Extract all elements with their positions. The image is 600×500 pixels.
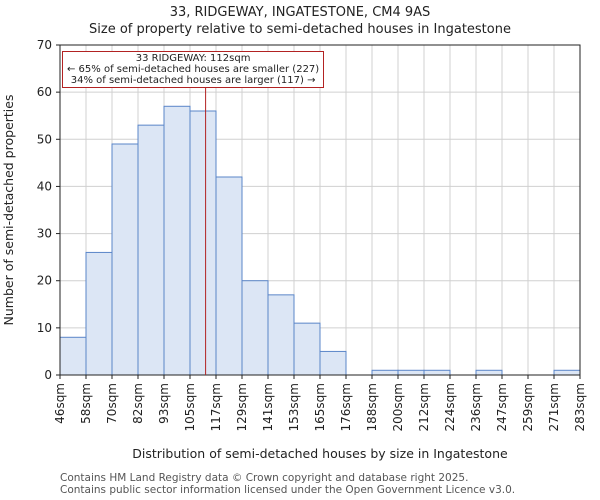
histogram-bar [397, 369, 425, 376]
x-tick-label: 141sqm [261, 383, 275, 431]
x-tick-label: 58sqm [79, 383, 93, 424]
y-tick-label: 30 [37, 227, 52, 241]
y-axis-label: Number of semi-detached properties [1, 95, 16, 326]
x-tick-label: 247sqm [495, 383, 509, 431]
histogram-bar [267, 294, 295, 376]
x-tick-label: 236sqm [469, 383, 483, 431]
histogram-bar [241, 280, 269, 376]
histogram-bar [293, 322, 321, 376]
footer-line-1: Contains HM Land Registry data © Crown c… [60, 472, 469, 484]
annotation-title: 33 RIDGEWAY: 112sqm [135, 53, 251, 64]
x-tick-label: 200sqm [391, 383, 405, 431]
histogram-bar [319, 350, 347, 376]
x-axis-label: Distribution of semi-detached houses by … [132, 446, 508, 461]
y-tick-label: 50 [37, 132, 52, 146]
histogram-bar [215, 176, 243, 376]
y-tick-label: 0 [44, 368, 52, 382]
x-tick-label: 82sqm [131, 383, 145, 424]
y-tick-label: 70 [37, 38, 52, 52]
x-tick-label: 153sqm [287, 383, 301, 431]
histogram-bar [85, 251, 113, 376]
x-tick-label: 105sqm [183, 383, 197, 431]
x-tick-label: 93sqm [157, 383, 171, 424]
histogram-bar [475, 369, 503, 376]
y-tick-label: 60 [37, 85, 52, 99]
x-tick-label: 176sqm [339, 383, 353, 431]
x-tick-label: 70sqm [105, 383, 119, 424]
histogram-bar [423, 369, 451, 376]
y-tick-label: 10 [37, 321, 52, 335]
x-tick-label: 188sqm [365, 383, 379, 431]
x-tick-label: 129sqm [235, 383, 249, 431]
y-tick-label: 40 [37, 179, 52, 193]
x-tick-label: 117sqm [209, 383, 223, 431]
histogram-bar [111, 143, 139, 376]
x-tick-label: 271sqm [547, 383, 561, 431]
y-tick-label: 20 [37, 274, 52, 288]
x-tick-label: 259sqm [521, 383, 535, 431]
annotation-larger: 34% of semi-detached houses are larger (… [70, 75, 316, 86]
x-tick-label: 165sqm [313, 383, 327, 431]
x-tick-label: 46sqm [53, 383, 67, 424]
x-tick-label: 283sqm [573, 383, 587, 431]
histogram-bar [189, 110, 217, 376]
histogram-bar [163, 105, 191, 376]
x-ticks: 46sqm 58sqm 70sqm 82sqm 93sqm 105sqm 117sqm 129… [53, 375, 587, 431]
histogram-bar [59, 336, 87, 376]
histogram-bar [371, 369, 399, 376]
histogram-bar [553, 369, 581, 376]
property-annotation: 33 RIDGEWAY: 112sqm ← 65% of semi-detach… [62, 51, 325, 88]
footer-line-2: Contains public sector information licen… [60, 484, 516, 496]
x-tick-label: 224sqm [443, 383, 457, 431]
y-ticks: 0 10 20 30 40 50 60 70 [37, 38, 60, 382]
chart-title: 33, RIDGEWAY, INGATESTONE, CM4 9AS [169, 5, 431, 20]
chart-subtitle: Size of property relative to semi-detach… [89, 22, 511, 37]
annotation-smaller: ← 65% of semi-detached houses are smalle… [67, 64, 320, 75]
histogram-bar [137, 124, 165, 376]
x-tick-label: 212sqm [417, 383, 431, 431]
bars [59, 105, 581, 376]
